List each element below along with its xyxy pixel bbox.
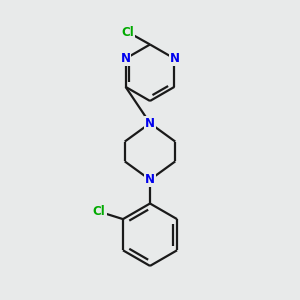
Text: Cl: Cl bbox=[93, 205, 106, 218]
Text: N: N bbox=[169, 52, 179, 65]
Text: N: N bbox=[145, 117, 155, 130]
Text: N: N bbox=[121, 52, 130, 65]
Text: N: N bbox=[145, 173, 155, 186]
Text: Cl: Cl bbox=[121, 26, 134, 38]
